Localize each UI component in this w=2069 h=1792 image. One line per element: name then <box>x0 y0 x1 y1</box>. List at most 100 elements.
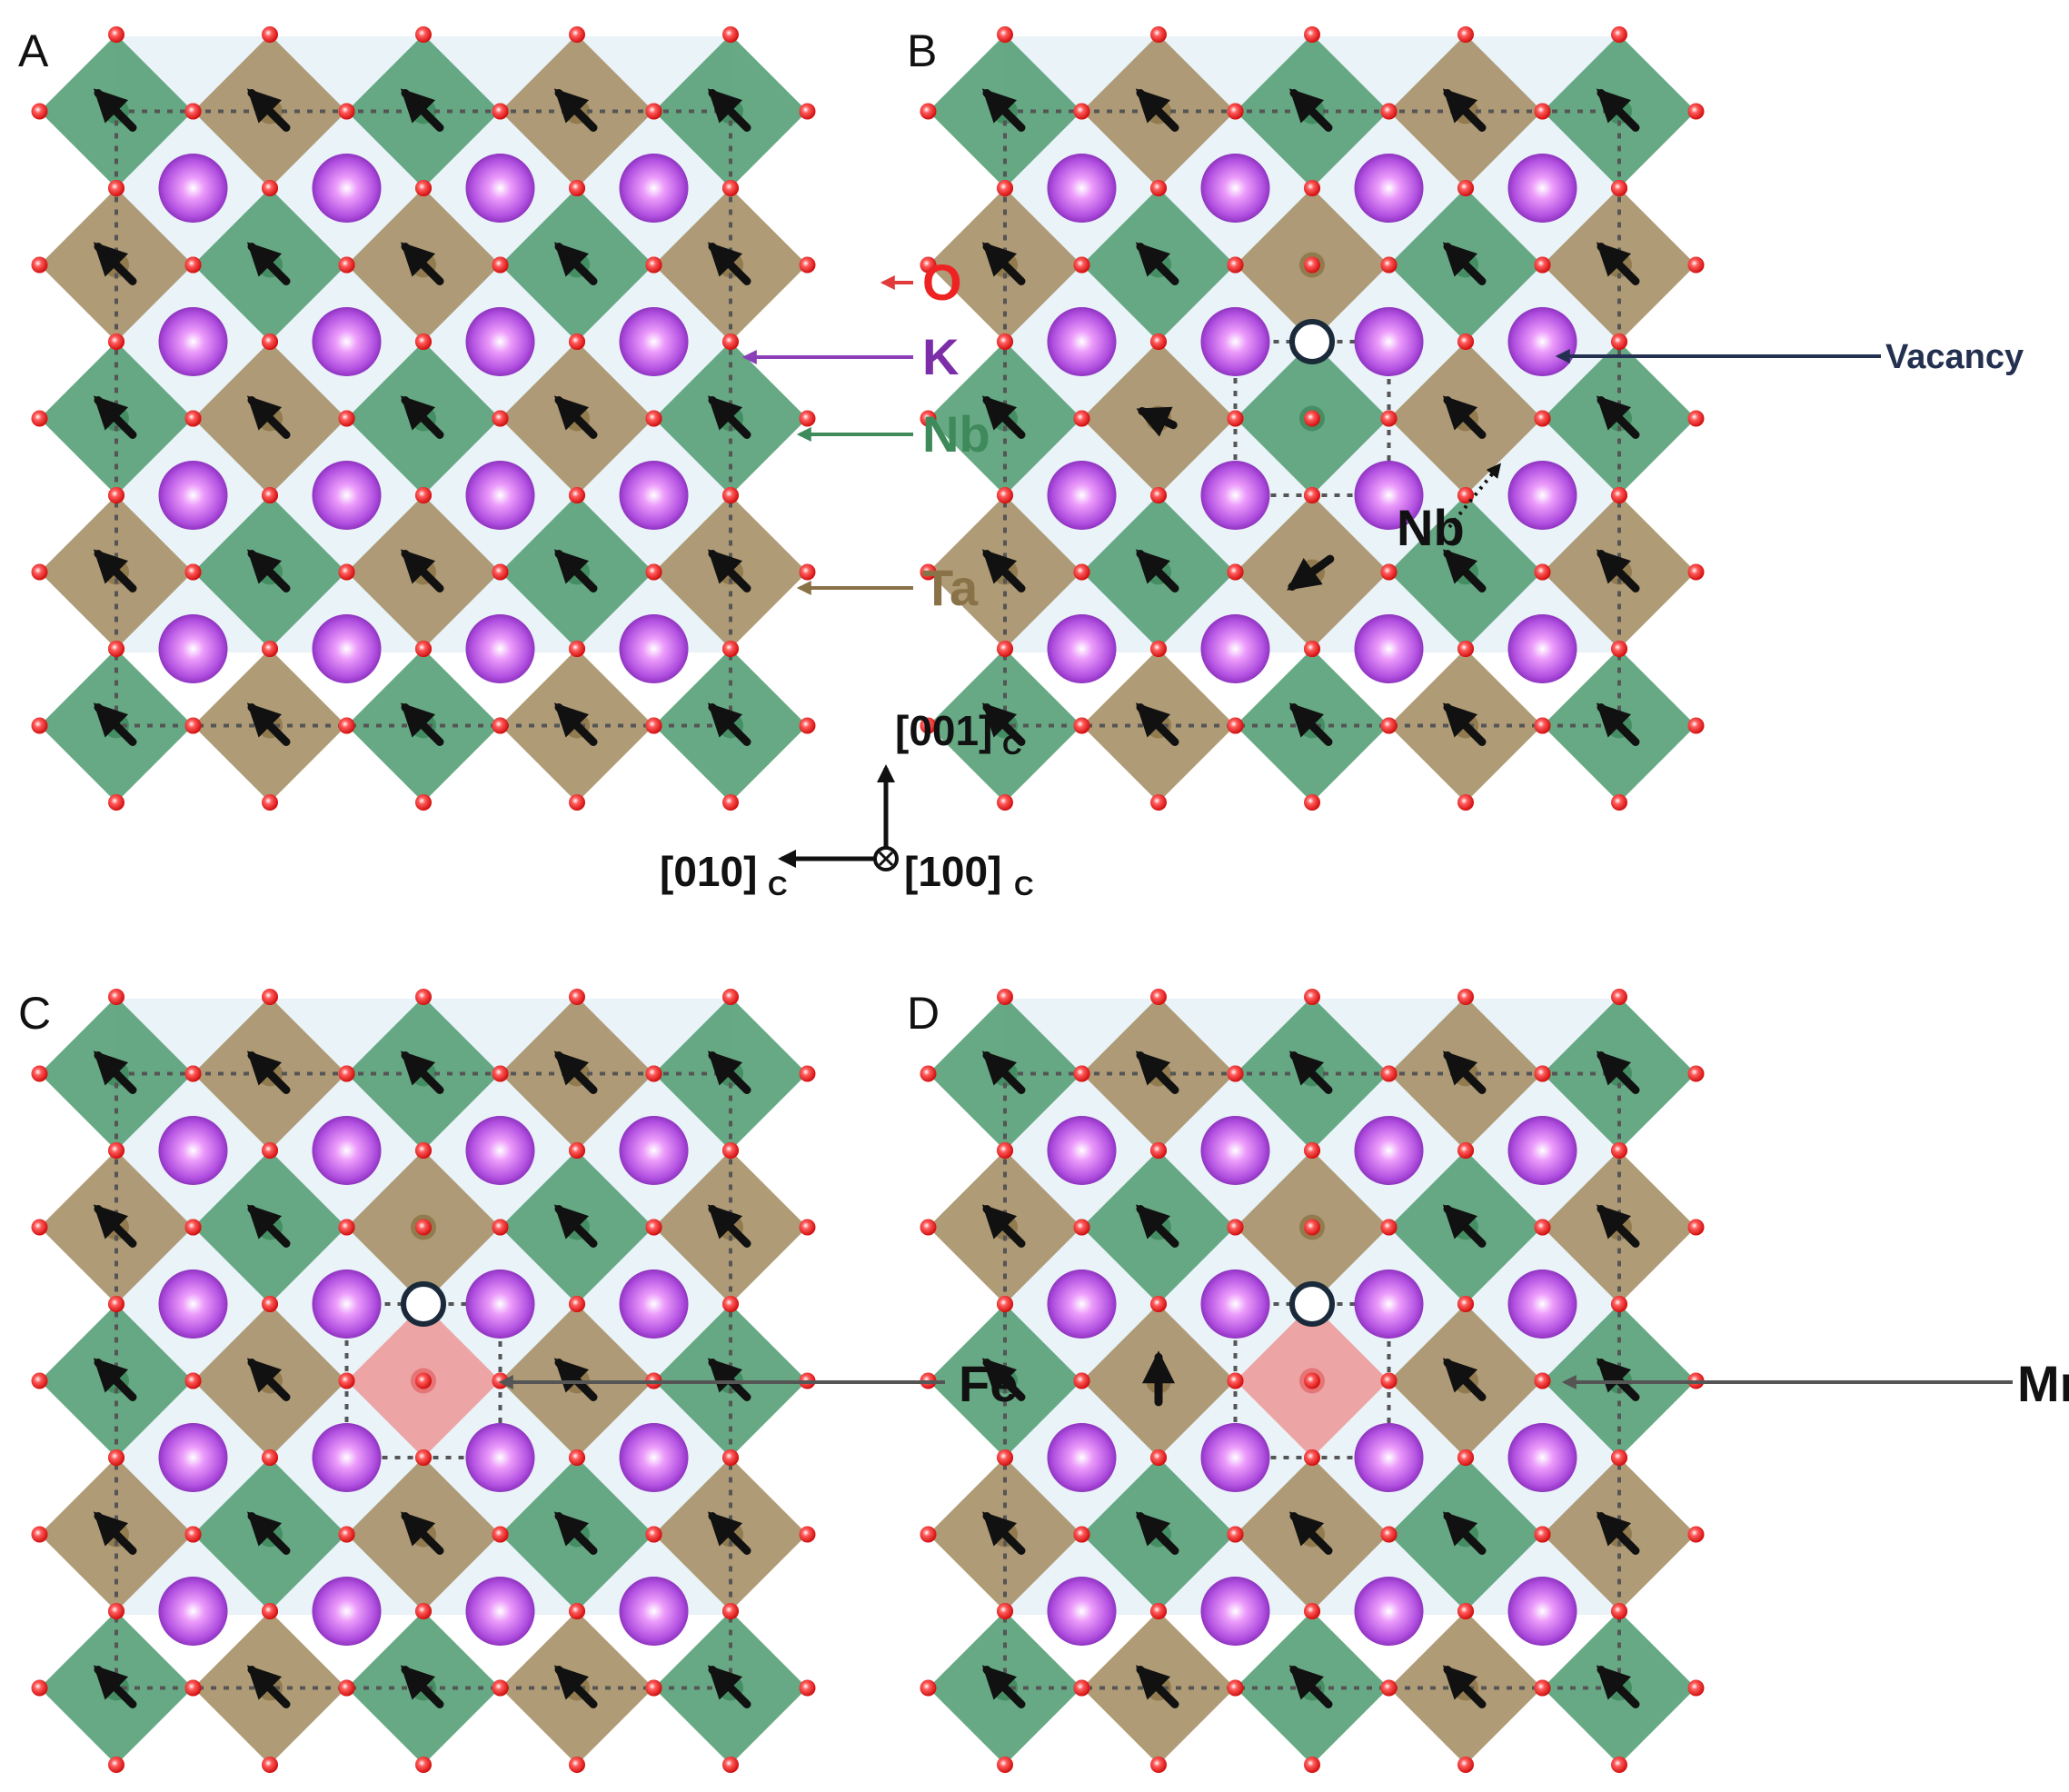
k-atom <box>158 1116 228 1185</box>
polarization-arrow <box>707 1358 751 1401</box>
o-atom <box>1150 641 1167 657</box>
panel-label: A <box>18 25 49 76</box>
o-atom <box>1304 410 1320 427</box>
o-atom <box>1380 410 1398 427</box>
dopant-atom <box>415 1372 432 1389</box>
polarization-arrow <box>981 702 1026 746</box>
polarization-arrow <box>246 1050 291 1094</box>
polarization-arrow <box>1442 1050 1487 1094</box>
o-atom <box>31 1372 48 1389</box>
k-atom <box>1200 1269 1270 1339</box>
o-atom <box>1150 26 1167 43</box>
k-atom <box>1047 461 1117 530</box>
o-atom <box>184 717 202 734</box>
polarization-arrow <box>553 702 598 746</box>
o-atom <box>1457 794 1474 811</box>
polarization-arrow <box>707 242 751 285</box>
polarization-arrow <box>93 702 137 746</box>
o-atom <box>799 563 816 581</box>
o-atom <box>108 180 124 196</box>
o-atom <box>997 641 1013 657</box>
o-atom <box>184 410 202 427</box>
o-atom <box>31 717 48 734</box>
polarization-arrow <box>1287 554 1335 591</box>
polarization-arrow <box>1135 702 1179 746</box>
o-atom <box>569 1757 585 1773</box>
k-atom <box>1200 1577 1270 1646</box>
k-atom <box>1047 1269 1117 1339</box>
k-atom <box>1354 1423 1424 1492</box>
polarization-arrow <box>707 88 751 132</box>
k-atom <box>1200 461 1270 530</box>
k-atom <box>619 1269 689 1339</box>
axis-triad: [001] C [010] C [100] C <box>660 707 1034 901</box>
polarization-arrow <box>1135 1050 1179 1094</box>
o-atom <box>1227 563 1244 581</box>
o-atom <box>722 180 739 196</box>
o-atom <box>262 1603 278 1619</box>
o-atom <box>1150 180 1167 196</box>
k-atom <box>1047 154 1117 223</box>
o-atom <box>1611 1449 1627 1466</box>
o-atom <box>1304 989 1320 1005</box>
o-atom <box>1534 1219 1551 1236</box>
k-atom <box>465 1269 535 1339</box>
o-atom <box>1380 103 1398 120</box>
o-atom <box>722 641 739 657</box>
o-atom <box>920 563 937 581</box>
o-atom <box>1304 26 1320 43</box>
o-atom <box>1687 1679 1705 1697</box>
polarization-arrow <box>1135 1204 1179 1248</box>
panel-b: B <box>907 25 1705 811</box>
o-atom <box>262 1142 278 1159</box>
panel-c: C <box>18 988 816 1773</box>
polarization-arrow <box>246 549 291 592</box>
k-atom <box>1354 1269 1424 1339</box>
polarization-arrow <box>707 549 751 592</box>
o-atom <box>1611 1142 1627 1159</box>
o-atom <box>492 717 509 734</box>
o-atom <box>799 1065 816 1082</box>
polarization-arrow <box>1288 1511 1333 1555</box>
o-atom <box>722 1757 739 1773</box>
k-atom <box>465 154 535 223</box>
polarization-arrow <box>1442 1204 1487 1248</box>
legend-ta-label: Ta <box>922 559 979 616</box>
o-atom <box>569 794 585 811</box>
polarization-arrow <box>707 1204 751 1248</box>
vacancy-site <box>1289 1281 1335 1327</box>
k-atom <box>312 461 382 530</box>
polarization-arrow <box>1596 1050 1640 1094</box>
k-atom <box>1354 614 1424 683</box>
polarization-arrow <box>1596 395 1640 439</box>
k-atom <box>1354 1116 1424 1185</box>
polarization-arrow <box>400 1050 444 1094</box>
vacancy-site <box>1289 319 1335 364</box>
o-atom <box>1534 563 1551 581</box>
o-atom <box>799 103 816 120</box>
o-atom <box>1534 1372 1551 1389</box>
o-atom <box>722 794 739 811</box>
o-atom <box>1227 717 1244 734</box>
k-atom <box>158 1269 228 1339</box>
k-atom <box>465 1423 535 1492</box>
k-atom <box>312 1116 382 1185</box>
o-atom <box>722 1296 739 1312</box>
o-atom <box>1457 26 1474 43</box>
k-atom <box>619 614 689 683</box>
o-atom <box>1304 794 1320 811</box>
o-atom <box>415 989 432 1005</box>
o-atom <box>645 410 662 427</box>
polarization-arrow <box>1596 242 1640 285</box>
o-atom <box>1227 256 1244 274</box>
axis-100-label: [100] <box>904 848 1001 895</box>
o-atom <box>1380 1372 1398 1389</box>
polarization-arrow <box>707 395 751 439</box>
o-atom <box>1611 1296 1627 1312</box>
polarization-arrow <box>981 1204 1026 1248</box>
polarization-arrow <box>246 1665 291 1708</box>
polarization-arrow <box>553 88 598 132</box>
vacancy-label: Vacancy <box>1885 338 2024 376</box>
o-atom <box>415 794 432 811</box>
